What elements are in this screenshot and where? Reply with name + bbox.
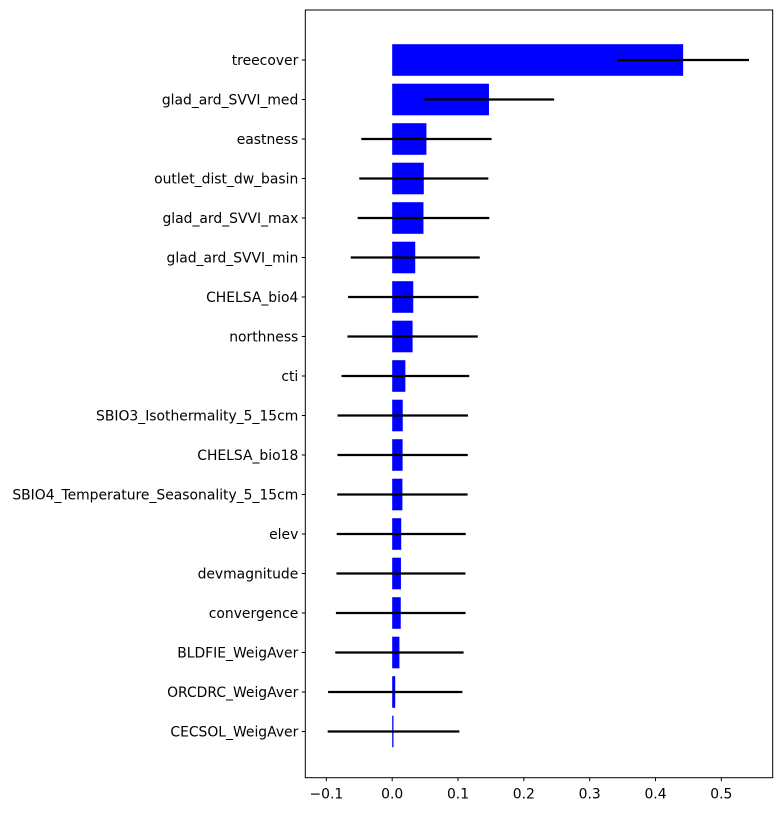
y-tick-label: outlet_dist_dw_basin — [154, 171, 298, 187]
y-tick-label: cti — [281, 369, 298, 385]
x-tick-label: 0.4 — [644, 787, 666, 803]
y-tick-label: eastness — [237, 132, 299, 148]
y-tick-label: SBIO4_Temperature_Seasonality_5_15cm — [12, 487, 298, 503]
y-tick-label: convergence — [209, 606, 299, 622]
y-tick-label: northness — [229, 329, 298, 345]
x-tick-label: 0.2 — [513, 787, 535, 803]
y-tick-label: ORCDRC_WeigAver — [167, 685, 298, 701]
y-tick-label: treecover — [232, 53, 299, 69]
axes-frame — [304, 9, 774, 779]
y-tick-label: elev — [269, 527, 298, 543]
y-tick-label: CHELSA_bio4 — [206, 290, 298, 306]
x-tick-label: 0.0 — [381, 787, 403, 803]
y-tick-label: glad_ard_SVVI_min — [167, 250, 299, 266]
x-tick-label: −0.1 — [309, 787, 343, 803]
y-tick-label: CHELSA_bio18 — [197, 448, 298, 464]
y-tick-label: CECSOL_WeigAver — [170, 724, 298, 740]
y-tick-label: BLDFIE_WeigAver — [177, 645, 298, 661]
x-tick-label: 0.3 — [579, 787, 601, 803]
y-tick-label: glad_ard_SVVI_max — [162, 211, 298, 227]
x-tick-label: 0.5 — [710, 787, 732, 803]
x-tick-label: 0.1 — [447, 787, 469, 803]
y-tick-label: devmagnitude — [198, 566, 299, 582]
y-tick-label: glad_ard_SVVI_med — [162, 92, 298, 108]
y-tick-label: SBIO3_Isothermality_5_15cm — [96, 408, 298, 424]
